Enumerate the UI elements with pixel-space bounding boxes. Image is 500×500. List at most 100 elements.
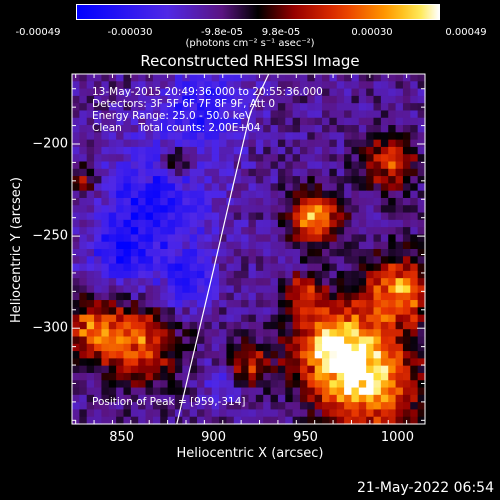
heatmap-cell [248,336,257,345]
heatmap-cell [189,74,198,82]
heatmap-cell [344,103,353,112]
heatmap-cell [94,336,103,345]
heatmap-cell [145,278,154,287]
heatmap-cell [292,329,301,338]
heatmap-cell [72,88,80,97]
heatmap-cell [94,365,103,374]
heatmap-cell [336,409,345,418]
heatmap-cell [123,146,132,155]
heatmap-cell [94,139,103,148]
heatmap-cell [388,278,397,287]
heatmap-cell [402,270,411,279]
heatmap-cell [307,103,316,112]
heatmap-cell [145,314,154,323]
heatmap-cell [373,249,382,257]
heatmap-cell [94,234,103,243]
heatmap-cell [160,256,169,265]
heatmap-cell [94,190,103,199]
heatmap-cell [152,285,161,294]
heatmap-cell [314,365,323,374]
heatmap-cell [79,314,88,323]
heatmap-cell [197,125,205,133]
heatmap-cell [248,227,257,236]
heatmap-cell [351,387,360,396]
heatmap-cell [299,256,308,265]
heatmap-cell [351,212,360,221]
heatmap-cell [130,270,139,279]
heatmap-cell [72,125,80,133]
heatmap-cell [263,190,272,199]
heatmap-cell [329,197,338,206]
heatmap-cell [219,249,228,257]
heatmap-cell [285,372,294,381]
heatmap-cell [204,234,213,243]
heatmap-cell [116,402,125,411]
heatmap-cell [182,292,191,301]
heatmap-cell [101,103,110,112]
heatmap-cell [336,314,345,323]
heatmap-cell [351,358,360,367]
heatmap-cell [277,176,286,184]
heatmap-cell [160,263,169,272]
heatmap-cell [388,263,397,272]
heatmap-cell [255,285,264,294]
heatmap-cell [108,197,117,206]
heatmap-cell [86,380,95,389]
heatmap-cell [358,146,367,155]
heatmap-cell [314,132,323,141]
heatmap-cell [380,336,389,345]
heatmap-cell [189,227,198,236]
heatmap-cell [160,139,169,148]
heatmap-cell [344,168,353,177]
heatmap-cell [189,154,198,163]
heatmap-cell [189,343,198,352]
heatmap-cell [72,95,80,104]
x-tick-label: 950 [293,430,318,445]
heatmap-cell [380,146,389,155]
heatmap-cell [402,285,411,294]
heatmap-cell [79,161,88,170]
heatmap-cell [388,292,397,301]
heatmap-cell [167,95,176,104]
heatmap-cell [167,74,176,82]
heatmap-cell [402,300,411,308]
heatmap-cell [366,183,375,192]
heatmap-cell [248,416,257,425]
heatmap-cell [101,372,110,381]
heatmap-cell [211,154,220,163]
heatmap-cell [167,394,176,403]
heatmap-cell [167,343,176,352]
heatmap-cell [86,249,95,257]
heatmap-cell [292,81,301,90]
heatmap-cell [329,300,338,308]
heatmap-cell [299,365,308,374]
heatmap-cell [197,285,205,294]
heatmap-cell [138,146,147,155]
heatmap-cell [204,139,213,148]
heatmap-cell [285,103,294,112]
heatmap-cell [108,387,117,396]
heatmap-cell [174,278,183,287]
heatmap-cell [86,409,95,418]
heatmap-cell [388,402,397,411]
heatmap-cell [79,227,88,236]
heatmap-cell [351,380,360,389]
heatmap-cell [358,372,367,381]
heatmap-cell [388,365,397,374]
heatmap-cell [307,292,316,301]
heatmap-cell [219,95,228,104]
heatmap-cell [388,205,397,214]
heatmap-cell [351,139,360,148]
heatmap-cell [116,103,125,112]
heatmap-cell [366,307,375,316]
heatmap-cell [410,88,419,97]
heatmap-cell [270,300,279,308]
heatmap-cell [138,205,147,214]
heatmap-cell [174,402,183,411]
heatmap-cell [189,249,198,257]
heatmap-cell [145,343,154,352]
colorbar-tick-label: 0.00030 [351,27,393,38]
heatmap-cell [219,132,228,141]
heatmap-cell [263,183,272,192]
